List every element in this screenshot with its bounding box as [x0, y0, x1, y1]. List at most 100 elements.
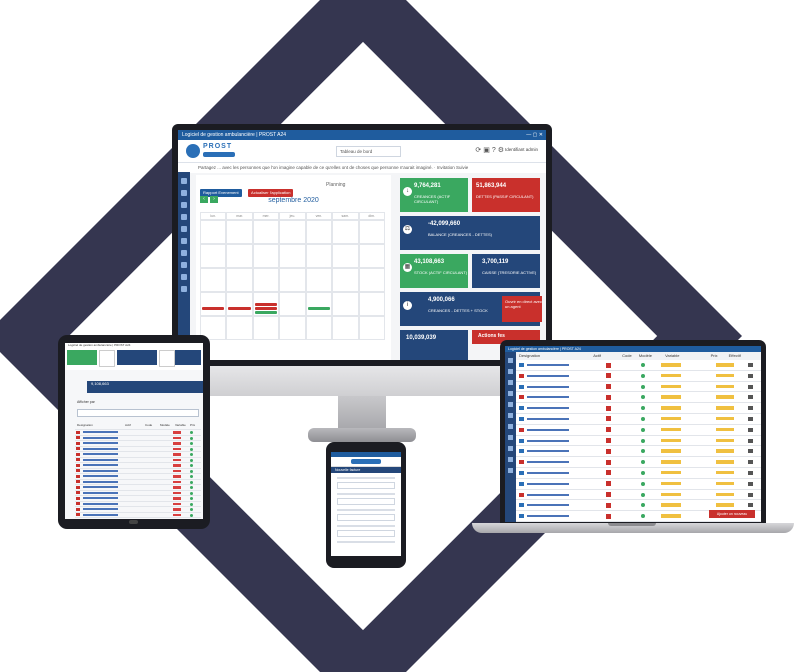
- day-cell[interactable]: [253, 244, 279, 268]
- day-cell[interactable]: [253, 220, 279, 244]
- row-action-icon[interactable]: [748, 482, 753, 486]
- table-row[interactable]: [516, 457, 761, 468]
- phone-input[interactable]: [337, 514, 395, 521]
- calendar-icon[interactable]: [181, 214, 187, 220]
- table-row[interactable]: [516, 382, 761, 393]
- chart-icon[interactable]: [181, 250, 187, 256]
- card-dettes[interactable]: 51,863,944 DETTES (PASSIF CIRCULANT): [472, 178, 540, 212]
- calendar-event[interactable]: [255, 303, 277, 306]
- card-balance[interactable]: ⚖ -42,099,660 BALANCE (CREANCES - DETTES…: [400, 216, 540, 250]
- day-cell[interactable]: [332, 220, 358, 244]
- day-cell[interactable]: [332, 268, 358, 292]
- day-cell[interactable]: [226, 292, 252, 316]
- table-row[interactable]: [516, 468, 761, 479]
- table-row[interactable]: [516, 403, 761, 414]
- settings-icon[interactable]: [508, 457, 513, 462]
- day-cell[interactable]: [359, 268, 385, 292]
- tablet-search-input[interactable]: [77, 409, 199, 417]
- calendar-event[interactable]: [202, 307, 224, 310]
- day-cell[interactable]: [226, 268, 252, 292]
- window-controls-icon[interactable]: — ▢ ✕: [526, 130, 543, 140]
- refresh-app-button[interactable]: Actualiser l'application: [248, 189, 293, 197]
- users-icon[interactable]: [181, 202, 187, 208]
- day-cell[interactable]: [306, 268, 332, 292]
- tablet-card[interactable]: [175, 350, 201, 365]
- row-action-icon[interactable]: [748, 385, 753, 389]
- table-row[interactable]: [75, 518, 201, 519]
- row-action-icon[interactable]: [748, 417, 753, 421]
- tablet-card[interactable]: [159, 350, 175, 367]
- day-cell[interactable]: [332, 292, 358, 316]
- day-cell[interactable]: [253, 268, 279, 292]
- report-icon[interactable]: [508, 446, 513, 451]
- row-action-icon[interactable]: [748, 503, 753, 507]
- prost-logo[interactable]: PROST: [186, 143, 236, 159]
- calendar-icon[interactable]: [508, 391, 513, 396]
- calendar-event[interactable]: [308, 307, 330, 310]
- invoice-icon[interactable]: [181, 226, 187, 232]
- table-row[interactable]: [516, 392, 761, 403]
- row-action-icon[interactable]: [748, 374, 753, 378]
- phone-input[interactable]: [337, 530, 395, 537]
- table-row[interactable]: [516, 490, 761, 501]
- stock-icon[interactable]: [181, 238, 187, 244]
- day-cell[interactable]: [226, 220, 252, 244]
- calendar-event[interactable]: [255, 307, 277, 310]
- day-cell[interactable]: [279, 292, 305, 316]
- day-cell[interactable]: [306, 220, 332, 244]
- day-cell[interactable]: [306, 316, 332, 340]
- day-cell[interactable]: [279, 316, 305, 340]
- ambulance-icon[interactable]: [181, 190, 187, 196]
- tablet-stock-banner[interactable]: 9,108,663: [87, 381, 203, 393]
- day-cell[interactable]: [306, 244, 332, 268]
- tablet-card[interactable]: [117, 350, 157, 365]
- day-cell[interactable]: [226, 316, 252, 340]
- tablet-card[interactable]: [67, 350, 97, 365]
- card-creances[interactable]: ↓ 9,764,281 CREANCES (ACTIF CIRCULANT): [400, 178, 468, 212]
- day-cell[interactable]: [279, 268, 305, 292]
- day-cell[interactable]: [306, 292, 332, 316]
- day-cell[interactable]: [253, 292, 279, 316]
- phone-input[interactable]: [337, 498, 395, 505]
- phone-input[interactable]: [337, 482, 395, 489]
- day-cell[interactable]: [359, 220, 385, 244]
- card-live-agent[interactable]: Ouvrir en direct avec un agent: [502, 296, 542, 322]
- wallet-icon[interactable]: [508, 435, 513, 440]
- home-icon[interactable]: [508, 358, 513, 363]
- logout-icon[interactable]: [508, 468, 513, 473]
- day-cell[interactable]: [332, 244, 358, 268]
- row-action-icon[interactable]: [748, 439, 753, 443]
- table-row[interactable]: [516, 479, 761, 490]
- card-stock[interactable]: ▦ 43,108,663 STOCK (ACTIF CIRCULANT): [400, 254, 468, 288]
- dashboard-select[interactable]: Tableau de bord: [336, 146, 401, 157]
- row-action-icon[interactable]: [748, 449, 753, 453]
- row-action-icon[interactable]: [748, 471, 753, 475]
- row-action-icon[interactable]: [748, 460, 753, 464]
- chart-icon[interactable]: [508, 424, 513, 429]
- day-cell[interactable]: [359, 316, 385, 340]
- day-cell[interactable]: [200, 244, 226, 268]
- row-action-icon[interactable]: [748, 428, 753, 432]
- card-caisse[interactable]: 3,700,119 CAISSE (TRESORIE ACTIVE): [472, 254, 540, 288]
- day-cell[interactable]: [359, 244, 385, 268]
- calendar-event[interactable]: [255, 311, 277, 314]
- wallet-icon[interactable]: [181, 262, 187, 268]
- tablet-home-button[interactable]: [129, 520, 138, 524]
- tablet-card[interactable]: [99, 350, 115, 367]
- day-cell[interactable]: [279, 244, 305, 268]
- day-cell[interactable]: [359, 292, 385, 316]
- table-row[interactable]: [516, 371, 761, 382]
- table-row[interactable]: [516, 425, 761, 436]
- day-cell[interactable]: [332, 316, 358, 340]
- ambulance-icon[interactable]: [508, 369, 513, 374]
- stock-icon[interactable]: [508, 413, 513, 418]
- table-row[interactable]: [516, 360, 761, 371]
- day-cell[interactable]: [200, 292, 226, 316]
- header-toolbar-icons[interactable]: ⟳▣?⚙: [475, 146, 506, 154]
- day-cell[interactable]: [279, 220, 305, 244]
- day-cell[interactable]: [200, 268, 226, 292]
- row-action-icon[interactable]: [748, 406, 753, 410]
- day-cell[interactable]: [200, 220, 226, 244]
- table-row[interactable]: [516, 446, 761, 457]
- calendar-event[interactable]: [228, 307, 250, 310]
